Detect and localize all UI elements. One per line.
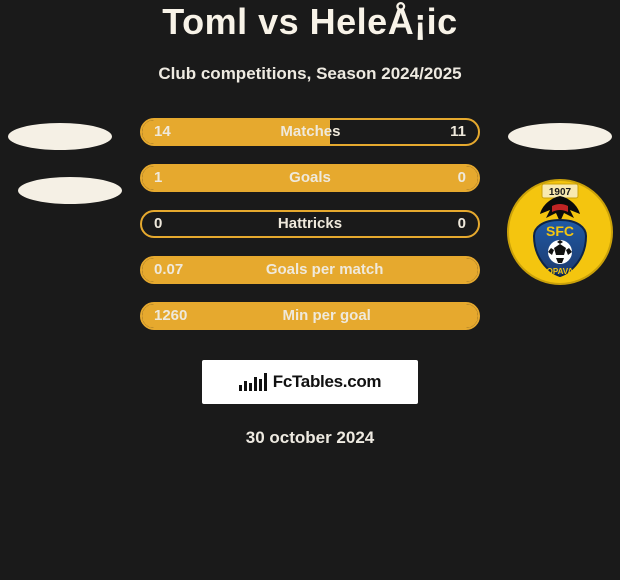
stat-label: Goals per match	[183, 261, 466, 278]
snapshot-date: 30 october 2024	[0, 428, 620, 448]
stat-row: 0.07Goals per match	[140, 256, 480, 284]
comparison-widget: Toml vs HeleÅ¡ic Club competitions, Seas…	[0, 0, 620, 580]
stat-label: Min per goal	[187, 307, 466, 324]
badge-opava: OPAVA	[547, 267, 574, 276]
stat-left-value: 0.07	[154, 261, 183, 278]
player-left-avatar-oval-1	[8, 123, 112, 150]
stat-left-value: 14	[154, 123, 171, 140]
stat-right-value: 0	[458, 169, 466, 186]
stat-row: 14Matches11	[140, 118, 480, 146]
stat-row: 1260Min per goal	[140, 302, 480, 330]
stat-label: Goals	[162, 169, 457, 186]
stat-label: Matches	[171, 123, 450, 140]
season-subtitle: Club competitions, Season 2024/2025	[0, 64, 620, 84]
bar-chart-icon	[239, 373, 267, 391]
stat-row: 1Goals0	[140, 164, 480, 192]
badge-ball	[548, 240, 572, 264]
stat-left-value: 1260	[154, 307, 187, 324]
player-left-avatar-oval-2	[18, 177, 122, 204]
stat-label: Hattricks	[162, 215, 457, 232]
page-title: Toml vs HeleÅ¡ic	[0, 2, 620, 42]
stats-list: 14Matches111Goals00Hattricks00.07Goals p…	[140, 118, 480, 330]
fctables-brand-box[interactable]: FcTables.com	[202, 360, 418, 404]
stat-left-value: 0	[154, 215, 162, 232]
stat-right-value: 11	[450, 123, 466, 140]
stat-left-value: 1	[154, 169, 162, 186]
player-right-avatar-oval	[508, 123, 612, 150]
stat-right-value: 0	[458, 215, 466, 232]
stat-row: 0Hattricks0	[140, 210, 480, 238]
badge-sfc: SFC	[546, 223, 574, 239]
club-badge-opava: 1907 SFC OPAVA	[506, 178, 614, 286]
fctables-brand-text: FcTables.com	[273, 372, 382, 392]
